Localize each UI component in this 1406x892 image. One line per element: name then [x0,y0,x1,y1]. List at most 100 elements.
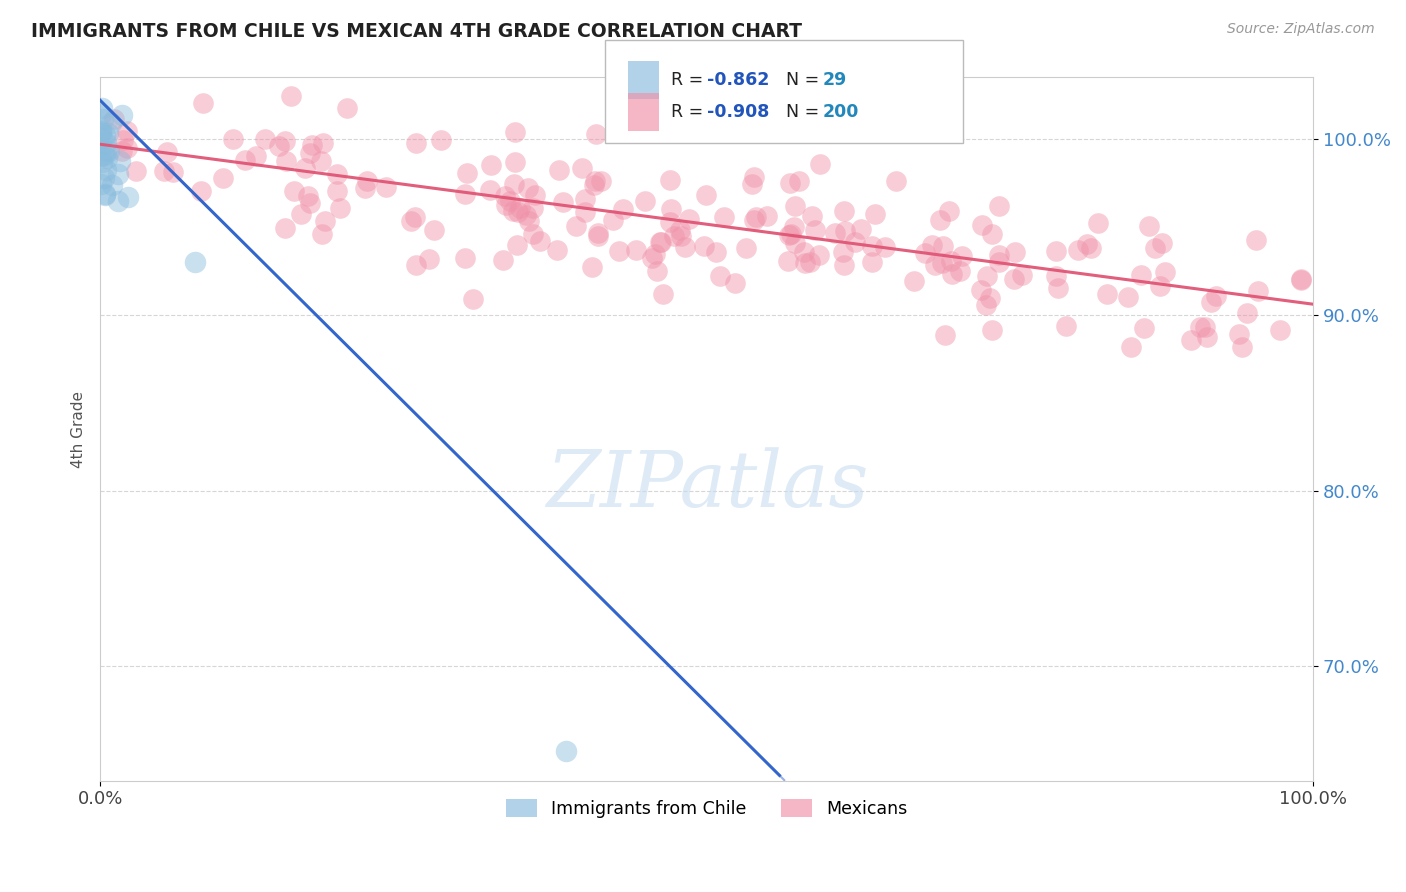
Point [418,252,440,266]
Point [844,235,866,249]
Point [430,133,453,147]
Point [517,214,540,228]
Point [108,154,131,169]
Point [551,194,574,209]
Point [783,235,806,250]
Point [807,248,830,262]
Point [928,212,950,227]
Point [921,237,943,252]
Point [586,229,609,244]
Point [779,176,801,190]
Point [980,227,1002,241]
Point [254,132,277,146]
Point [950,249,973,263]
Point [1119,341,1142,355]
Point [607,244,630,259]
Point [742,170,765,185]
Point [591,174,613,188]
Point [503,177,526,191]
Point [988,199,1011,213]
Point [107,194,129,209]
Point [117,190,139,204]
Point [404,210,426,224]
Point [1199,295,1222,310]
Point [1227,327,1250,342]
Point [949,264,972,278]
Point [641,251,664,265]
Point [626,244,648,258]
Point [782,220,804,235]
Point [778,228,800,243]
Point [1130,268,1153,282]
Point [974,297,997,311]
Point [90,124,112,138]
Point [111,144,134,158]
Y-axis label: 4th Grade: 4th Grade [72,391,86,467]
Point [312,136,335,150]
Point [522,227,544,241]
Point [742,212,765,227]
Point [980,322,1002,336]
Point [274,221,297,235]
Point [1066,243,1088,257]
Point [1137,219,1160,233]
Point [938,203,960,218]
Point [735,241,758,255]
Point [581,260,603,274]
Point [494,189,516,203]
Point [1247,285,1270,299]
Point [153,164,176,178]
Point [650,235,672,249]
Point [808,157,831,171]
Point [801,209,824,223]
Point [924,258,946,272]
Point [503,155,526,169]
Point [212,171,235,186]
Text: N =: N = [786,103,825,121]
Point [94,188,117,202]
Point [311,227,333,241]
Point [1132,321,1154,335]
Point [529,234,551,248]
Point [648,235,671,250]
Point [1154,265,1177,279]
Point [744,211,766,225]
Point [565,219,588,234]
Point [503,125,526,139]
Point [939,254,962,268]
Point [401,214,423,228]
Text: Source: ZipAtlas.com: Source: ZipAtlas.com [1227,22,1375,37]
Point [297,188,319,202]
Point [280,88,302,103]
Point [1230,340,1253,354]
Point [713,211,735,225]
Point [1194,319,1216,334]
Point [326,184,349,198]
Point [832,244,855,259]
Point [834,224,856,238]
Point [276,153,298,168]
Point [100,116,122,130]
Text: R =: R = [671,103,709,121]
Text: ZIPatlas: ZIPatlas [546,447,868,524]
Point [979,291,1001,305]
Point [299,195,322,210]
Point [107,167,129,181]
Point [588,226,610,240]
Point [832,258,855,272]
Point [516,181,538,195]
Point [612,202,634,217]
Point [117,140,139,154]
Point [1289,272,1312,286]
Text: 200: 200 [823,103,859,121]
Point [405,136,427,150]
Point [585,127,607,141]
Text: IMMIGRANTS FROM CHILE VS MEXICAN 4TH GRADE CORRELATION CHART: IMMIGRANTS FROM CHILE VS MEXICAN 4TH GRA… [31,22,801,41]
Point [678,212,700,227]
Point [93,171,115,186]
Point [492,252,515,267]
Point [1076,236,1098,251]
Point [644,247,666,261]
Point [555,744,578,758]
Point [583,174,606,188]
